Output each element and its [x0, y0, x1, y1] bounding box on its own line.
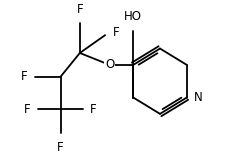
- Text: F: F: [90, 103, 97, 116]
- Text: N: N: [194, 91, 203, 104]
- Text: F: F: [21, 70, 28, 83]
- Text: F: F: [76, 3, 83, 16]
- Text: F: F: [24, 103, 31, 116]
- Text: F: F: [112, 26, 119, 39]
- Text: F: F: [57, 141, 64, 154]
- Text: O: O: [105, 58, 114, 71]
- Text: HO: HO: [124, 10, 142, 23]
